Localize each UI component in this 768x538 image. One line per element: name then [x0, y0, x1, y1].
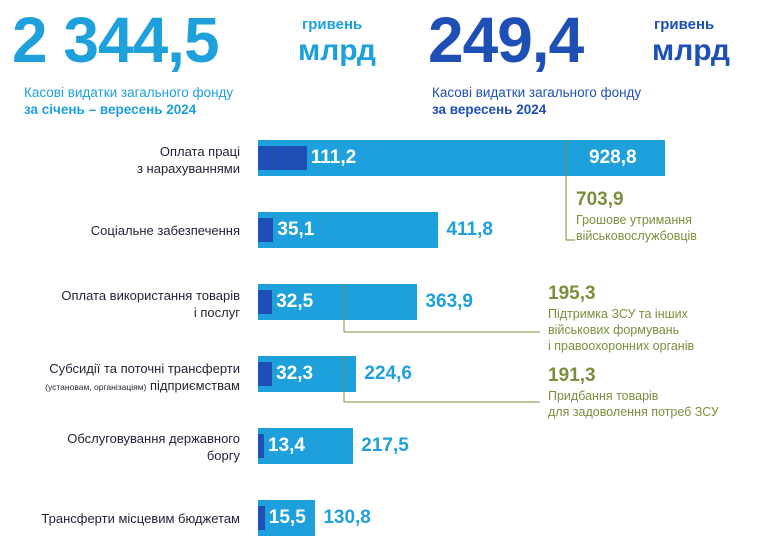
value-label-month-5: 15,5 [268, 507, 306, 528]
ytd-unit-bottom: млрд [298, 34, 376, 67]
category-label-2: Оплата використання товарів і послуг [61, 287, 240, 321]
annotation-line: Підтримка ЗСУ та інших [548, 307, 688, 321]
value-label-month-2: 32,5 [276, 291, 314, 312]
bar-total-3 [258, 356, 357, 392]
bar-total-5 [258, 500, 316, 536]
bar-month-5 [258, 506, 265, 530]
category-label-line: Обслуговування державного [67, 431, 240, 446]
value-label-month-0: 111,2 [310, 147, 357, 168]
annotation-line: і правоохоронних органів [548, 339, 695, 353]
month-caption-line2: за вересень 2024 [432, 102, 547, 117]
month-unit-bottom: млрд [652, 34, 730, 67]
annotation-line: Грошове утримання [576, 213, 692, 227]
bar-month-1 [258, 218, 274, 242]
value-label-month-1: 35,1 [277, 219, 315, 240]
ytd-caption-line1: Касові видатки загального фонду [24, 85, 234, 100]
annotation-line: Придбання товарів [548, 389, 659, 403]
ytd-unit-top: гривень [302, 16, 363, 33]
bar-total-1 [258, 212, 439, 248]
category-label-line: Оплата праці [159, 144, 240, 159]
category-label-line: з нарахуваннями [136, 161, 240, 176]
ytd-caption-line2: за січень – вересень 2024 [24, 102, 197, 117]
value-label-total-1: 411,8 [446, 219, 493, 240]
bar-month-2 [258, 290, 273, 314]
value-label-total-2: 363,9 [425, 291, 473, 312]
category-label-line: і послуг [193, 305, 240, 320]
category-label-line: підприємствам [150, 378, 240, 393]
month-total-value: 249,4 [428, 4, 584, 76]
annotation-value-0: 703,9 [576, 189, 624, 210]
bar-total-0 [258, 140, 665, 176]
month-caption: Касові видатки загального фонду за верес… [432, 84, 641, 118]
category-label-note: (установам, організаціям) [45, 382, 147, 392]
annotation-line: військових формувань [548, 323, 680, 337]
month-unit-top: гривень [654, 16, 715, 33]
category-label-5: Трансферти місцевим бюджетам [41, 510, 240, 527]
category-label-0: Оплата праці з нарахуваннями [137, 143, 240, 177]
bar-month-0 [258, 146, 307, 170]
annotation-text-2: Придбання товарів для задоволення потреб… [548, 388, 719, 420]
ytd-total-value: 2 344,5 [12, 4, 220, 76]
annotation-text-0: Грошове утримання військовослужбовців [576, 212, 697, 244]
category-label-line: Трансферти місцевим бюджетам [41, 511, 240, 526]
annotation-value-1: 195,3 [548, 283, 596, 304]
category-label-1: Соціальне забезпечення [91, 222, 240, 239]
category-label-3: Субсидії та поточні трансферти (установа… [45, 360, 240, 396]
ytd-caption: Касові видатки загального фонду за січен… [24, 84, 233, 118]
category-label-line: боргу [206, 448, 240, 463]
annotation-value-2: 191,3 [548, 365, 596, 386]
annotation-text-1: Підтримка ЗСУ та інших військових формув… [548, 306, 694, 354]
category-label-4: Обслуговування державного боргу [67, 430, 240, 464]
value-label-month-4: 13,4 [268, 435, 305, 456]
annotation-line: для задоволення потреб ЗСУ [548, 405, 719, 419]
bar-month-3 [258, 362, 273, 386]
value-label-total-3: 224,6 [364, 363, 412, 384]
bar-month-4 [258, 434, 264, 458]
value-label-total-4: 217,5 [361, 435, 409, 456]
annotation-line: військовослужбовців [576, 229, 697, 243]
category-label-line: Соціальне забезпечення [90, 223, 240, 238]
value-label-month-3: 32,3 [276, 363, 314, 384]
value-label-total-5: 130,8 [323, 507, 371, 528]
category-label-line: Субсидії та поточні трансферти [49, 361, 240, 376]
value-label-total-0: 928,8 [589, 147, 637, 168]
month-caption-line1: Касові видатки загального фонду [432, 85, 642, 100]
category-label-line: Оплата використання товарів [61, 288, 240, 303]
bar-total-4 [258, 428, 354, 464]
